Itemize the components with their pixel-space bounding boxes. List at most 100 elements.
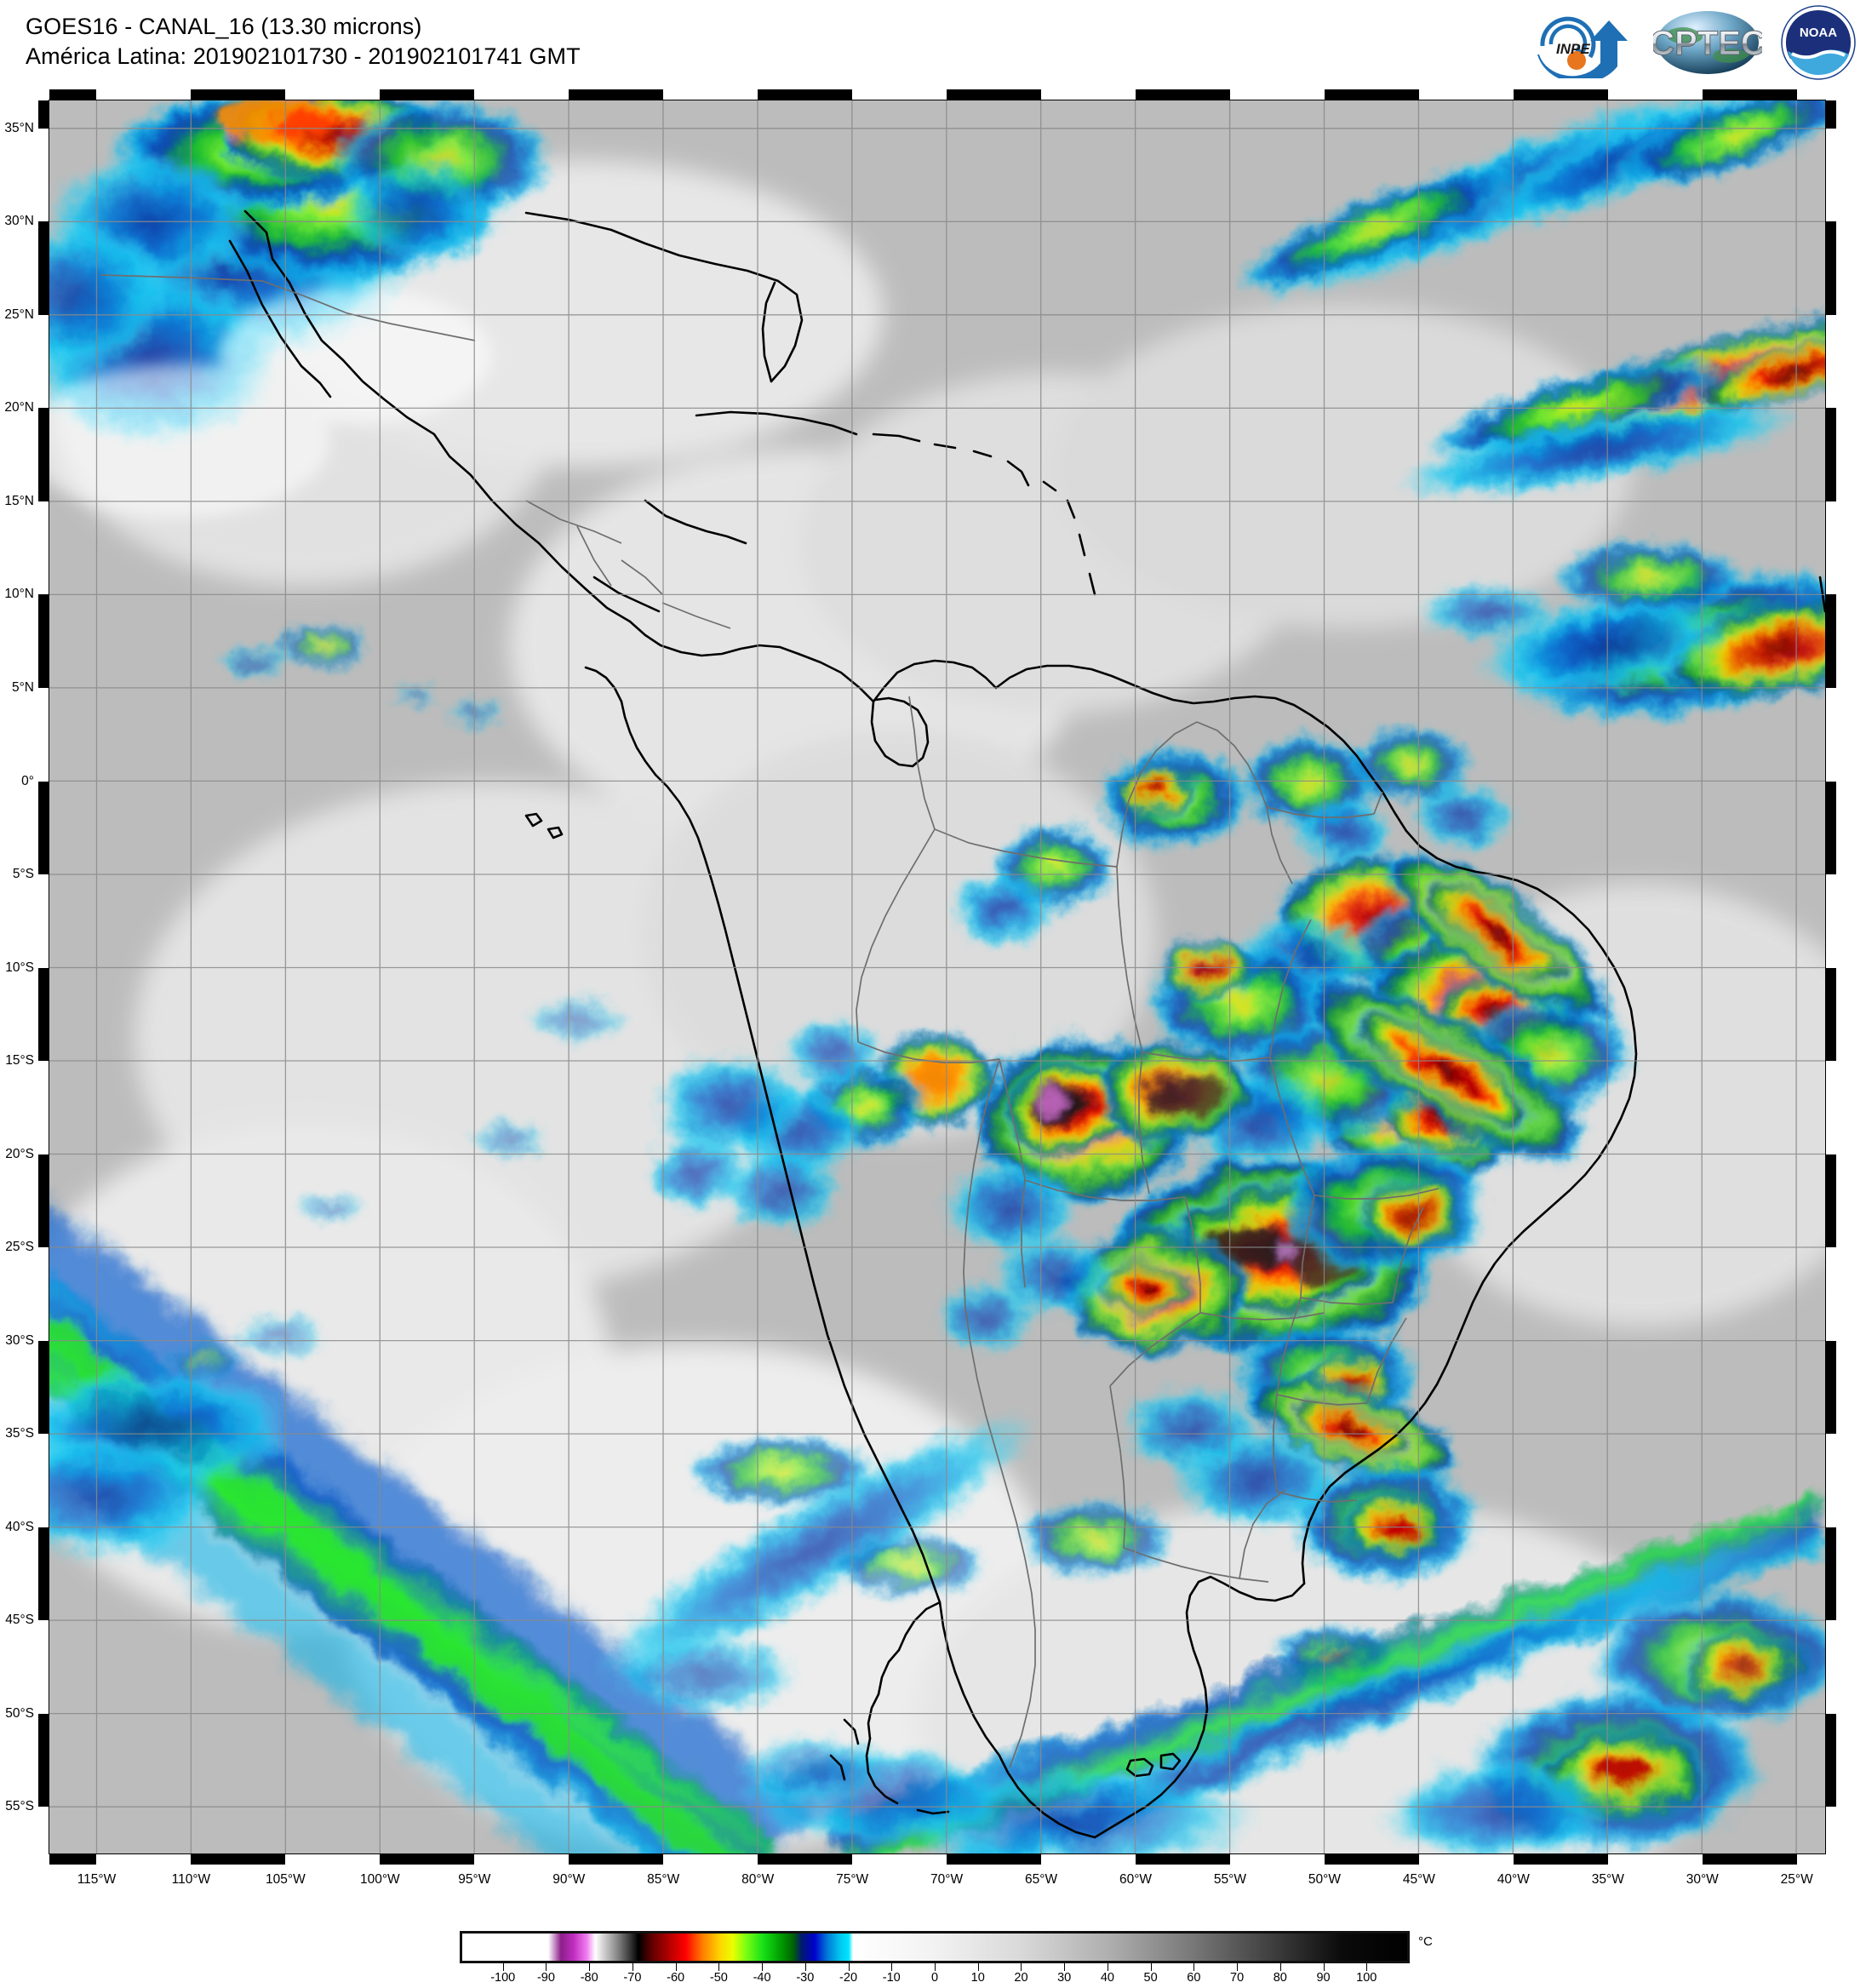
colorbar-tick [1064, 1963, 1066, 1971]
colorbar: -100 -90 -80 -70 -60 -50 -40 -30 -20 -10 0 10 20 30 40… [460, 1931, 1433, 1985]
colorbar-tick-label: 10 [970, 1971, 985, 1985]
lon-tick-label: 100°W [359, 1872, 400, 1887]
lat-tick-label: 0° [21, 773, 34, 788]
map-border-bottom [38, 1853, 1836, 1865]
lat-tick-label: 25°N [4, 307, 34, 322]
colorbar-tick [1237, 1963, 1239, 1971]
title-line-satellite: GOES16 - CANAL_16 (13.30 microns) [26, 14, 422, 39]
colorbar-tick [1193, 1963, 1195, 1971]
lon-tick-label: 65°W [1025, 1872, 1058, 1887]
colorbar-tick-label: -30 [796, 1971, 815, 1985]
political-borders [100, 274, 1440, 1768]
colorbar-tick [804, 1963, 806, 1971]
lon-tick-label: 60°W [1119, 1872, 1153, 1887]
colorbar-tick [891, 1963, 893, 1971]
lat-tick-label: 20°N [4, 400, 34, 415]
colorbar-tick-label: -100 [490, 1971, 516, 1985]
colorbar-tick [675, 1963, 677, 1971]
noaa-logo: NOAA [1781, 5, 1856, 80]
colorbar-tick-label: -70 [623, 1971, 642, 1985]
colorbar-tick-label: 100 [1356, 1971, 1377, 1985]
header: GOES16 - CANAL_16 (13.30 microns) Améric… [0, 0, 1866, 85]
colorbar-tick-label: -80 [580, 1971, 598, 1985]
lat-tick-label: 20°S [5, 1146, 34, 1161]
lat-tick-label: 10°S [5, 960, 34, 975]
lon-tick-label: 115°W [77, 1872, 117, 1887]
coastlines [228, 209, 1825, 1839]
lat-tick-label: 55°S [5, 1799, 34, 1814]
lat-tick-label: 45°S [5, 1613, 34, 1628]
colorbar-tick-label: -20 [839, 1971, 858, 1985]
map-image-canvas [49, 100, 1825, 1853]
colorbar-tick [1323, 1963, 1325, 1971]
lat-tick-label: 35°N [4, 120, 34, 135]
colorbar-tick [1021, 1963, 1022, 1971]
colorbar-tick-labels: -100 -90 -80 -70 -60 -50 -40 -30 -20 -10 0 10 20 30 40… [460, 1971, 1410, 1988]
lon-tick-label: 110°W [171, 1872, 211, 1887]
lon-tick-label: 80°W [741, 1872, 775, 1887]
colorbar-tick [632, 1963, 633, 1971]
colorbar-tick [977, 1963, 979, 1971]
map-border-top [38, 89, 1836, 100]
title-line-region-time: América Latina: 201902101730 - 201902101… [26, 43, 581, 70]
colorbar-tick-label: 20 [1014, 1971, 1028, 1985]
colorbar-gradient-box [460, 1931, 1410, 1963]
colorbar-unit-label: °C [1418, 1934, 1433, 1949]
colorbar-tick [1150, 1963, 1152, 1971]
lon-tick-label: 95°W [458, 1872, 491, 1887]
lat-tick-label: 10°N [4, 587, 34, 602]
lat-tick-label: 25°S [5, 1240, 34, 1255]
lon-tick-label: 90°W [552, 1872, 586, 1887]
lon-tick-label: 50°W [1308, 1872, 1341, 1887]
colorbar-ticks [460, 1963, 1410, 1972]
lon-tick-label: 35°W [1591, 1872, 1624, 1887]
cptec-logo: CPTEC [1653, 11, 1762, 74]
colorbar-tick [502, 1963, 504, 1971]
lat-tick-label: 15°S [5, 1053, 34, 1068]
noaa-logo-text: NOAA [1800, 26, 1837, 40]
map-border-right [1825, 89, 1836, 1865]
satellite-map[interactable] [38, 89, 1836, 1865]
colorbar-tick-label: 80 [1273, 1971, 1287, 1985]
logo-strip: INPE [1522, 3, 1856, 82]
lat-tick-label: 30°S [5, 1332, 34, 1348]
lon-tick-label: 85°W [647, 1872, 680, 1887]
colorbar-tick-label: -50 [709, 1971, 728, 1985]
colorbar-tick-label: 50 [1143, 1971, 1158, 1985]
lon-tick-label: 105°W [266, 1872, 306, 1887]
ir-satellite-imagery [49, 100, 1825, 1853]
lat-tick-label: 50°S [5, 1705, 34, 1721]
lon-tick-label: 70°W [930, 1872, 964, 1887]
colorbar-tick-label: 70 [1230, 1971, 1245, 1985]
lon-tick-label: 45°W [1402, 1872, 1435, 1887]
colorbar-tick [546, 1963, 547, 1971]
colorbar-tick [762, 1963, 764, 1971]
colorbar-tick [848, 1963, 850, 1971]
colorbar-tick [935, 1963, 936, 1971]
lon-tick-label: 55°W [1213, 1872, 1246, 1887]
colorbar-tick-label: -60 [667, 1971, 685, 1985]
cptec-logo-text: CPTEC [1653, 25, 1762, 62]
colorbar-tick-label: 0 [930, 1971, 939, 1985]
lat-tick-label: 40°S [5, 1519, 34, 1534]
graticule [49, 100, 1825, 1853]
map-border-left [38, 89, 49, 1865]
lon-tick-label: 25°W [1780, 1872, 1813, 1887]
inpe-logo-text: INPE [1556, 41, 1590, 57]
lon-tick-label: 30°W [1686, 1872, 1719, 1887]
lat-tick-label: 35°S [5, 1426, 34, 1441]
colorbar-gradient [462, 1934, 1407, 1961]
colorbar-tick [589, 1963, 591, 1971]
lon-tick-label: 40°W [1497, 1872, 1530, 1887]
colorbar-tick [718, 1963, 720, 1971]
colorbar-tick-label: -40 [753, 1971, 771, 1985]
colorbar-tick-label: 90 [1316, 1971, 1331, 1985]
colorbar-tick [1366, 1963, 1368, 1971]
inpe-logo: INPE [1537, 16, 1628, 78]
colorbar-tick-label: 40 [1100, 1971, 1114, 1985]
colorbar-tick [1279, 1963, 1281, 1971]
lat-tick-label: 15°N [4, 493, 34, 508]
colorbar-tick-label: 60 [1187, 1971, 1201, 1985]
title-block: GOES16 - CANAL_16 (13.30 microns) Améric… [26, 12, 581, 72]
